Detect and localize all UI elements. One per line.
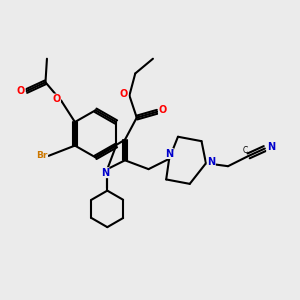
Text: O: O — [52, 94, 61, 104]
Text: O: O — [120, 89, 128, 99]
Text: N: N — [207, 157, 215, 167]
Text: N: N — [165, 148, 173, 158]
Text: N: N — [267, 142, 275, 152]
Text: N: N — [101, 168, 109, 178]
Text: O: O — [158, 105, 167, 115]
Text: Br: Br — [36, 152, 48, 160]
Text: C: C — [243, 146, 248, 155]
Text: O: O — [17, 86, 25, 96]
